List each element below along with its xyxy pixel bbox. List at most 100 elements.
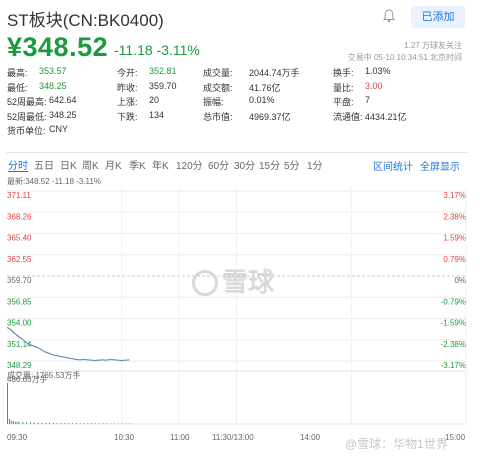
stat-item: 换手: 1.03% (333, 66, 391, 79)
stat-label: 52周最高: (7, 97, 47, 107)
stat-value: 134 (149, 109, 165, 120)
tab-period-12[interactable]: 1分 (307, 161, 323, 172)
x-tick-label: 10:30 (114, 433, 135, 442)
stat-value: 2044.74万手 (249, 68, 300, 78)
tab-intraday[interactable]: 分时 (8, 161, 28, 172)
stat-label: 昨收: (117, 82, 138, 93)
stat-value: 4434.21亿 (365, 111, 407, 122)
tab-fullscreen[interactable]: 全屏显示 (420, 157, 460, 175)
stat-label: 量比: (333, 82, 354, 93)
xueqiu-watermark: 雪球 (192, 262, 274, 299)
intraday-chart[interactable]: 371.11 3.17% 368.26 2.38% 365.40 1.59% 362.55 0… (0, 184, 480, 456)
stat-label: 下跌: (117, 111, 138, 122)
pct-tick-label: 3.17% (443, 191, 466, 200)
stat-label: 流通值: (333, 111, 363, 122)
price-tick-label: 368.26 (7, 212, 32, 221)
page-title: ST板块(CN:BK0400) (7, 11, 164, 30)
tab-period-11[interactable]: 5分 (284, 161, 300, 172)
followers-count: 1.27 万球友关注 (404, 41, 462, 50)
trade-status-time: 交易中 05-10 10:34:51 北京时间 (347, 53, 462, 62)
tab-period-2[interactable]: 日K (60, 161, 77, 172)
stat-value: 0.01% (249, 95, 275, 105)
x-tick-label: 14:00 (300, 433, 321, 442)
stat-value: 642.64 (49, 95, 77, 105)
pct-tick-label: -1.59% (441, 319, 466, 328)
add-watchlist-button[interactable]: 已添加 (411, 6, 465, 28)
price-tick-label: 354.00 (7, 319, 32, 328)
stat-label: 振幅: (203, 97, 224, 107)
stat-item: 上涨: 20 (117, 95, 159, 108)
current-price: ¥348.52 (7, 32, 109, 62)
price-tick-label: 362.55 (7, 255, 32, 264)
x-tick-label: 11:00 (170, 433, 190, 442)
stat-item: 量比: 3.00 (333, 81, 383, 94)
stat-value: 4969.37亿 (249, 111, 291, 122)
stat-item: 振幅: 0.01% (203, 95, 275, 108)
bottom-watermark: @雪球：华物1世界 (345, 437, 448, 451)
stat-value: 1.03% (365, 66, 391, 76)
stat-label: 成交额: (203, 82, 233, 93)
stat-value: 352.81 (149, 66, 177, 76)
stat-value: 20 (149, 95, 160, 105)
bell-icon[interactable] (383, 9, 395, 23)
stat-value: 353.57 (39, 66, 67, 76)
divider (6, 152, 468, 153)
fullscreen-link[interactable]: 全屏显示 (420, 162, 460, 173)
stat-item: 成交额: 41.76亿 (203, 81, 281, 94)
price-line (6, 326, 130, 362)
stat-label: 成交量: (203, 68, 233, 78)
price-tick-label: 359.70 (7, 276, 32, 285)
volume-axis-label: 486.63万手 (7, 374, 47, 384)
tab-range-stats[interactable]: 区间统计 (373, 157, 413, 175)
pct-tick-label: -2.38% (441, 340, 466, 349)
pct-tick-label: -3.17% (441, 361, 466, 370)
price-tick-label: 365.40 (7, 234, 32, 243)
pct-tick-label: 2.38% (443, 212, 466, 221)
tab-period-5[interactable]: 季K (129, 161, 146, 172)
price-change: -11.18 -3.11% (114, 42, 200, 58)
pct-tick-label: -0.79% (441, 297, 466, 306)
stat-value: 348.25 (39, 80, 67, 91)
tab-period-3[interactable]: 周K (82, 161, 99, 172)
stat-value: 3.00 (365, 80, 383, 91)
stat-value: CNY (49, 124, 69, 134)
pct-tick-label: 0% (454, 276, 466, 285)
stat-label: 最高: (7, 68, 28, 78)
tab-period-7[interactable]: 120分 (176, 161, 203, 172)
watermark-text: 雪球 (222, 267, 275, 297)
stat-item: 52周最低: 348.25 (7, 110, 77, 123)
active-tab-indicator (8, 171, 28, 172)
price-tick-label: 356.85 (7, 297, 32, 306)
tab-period-9[interactable]: 30分 (234, 161, 256, 172)
stat-item: 昨收: 359.70 (117, 81, 177, 94)
stat-label: 总市值: (203, 111, 233, 122)
x-tick-label: 09:30 (7, 433, 28, 442)
stat-value: 7 (365, 95, 371, 105)
stat-value: 359.70 (149, 80, 177, 91)
tab-period-4[interactable]: 月K (105, 161, 122, 172)
stat-item: 流通值: 4434.21亿 (333, 110, 407, 123)
stat-label: 平盘: (333, 97, 354, 107)
price-tick-label: 351.14 (7, 340, 32, 349)
range-stats-link[interactable]: 区间统计 (373, 162, 413, 173)
tab-period-8[interactable]: 60分 (208, 161, 230, 172)
price-tick-label: 348.29 (7, 361, 32, 370)
stat-item: 今开: 352.81 (117, 66, 177, 79)
stat-label: 换手: (333, 68, 354, 78)
stat-item: 平盘: 7 (333, 95, 370, 108)
stat-item: 货币单位: CNY (7, 124, 68, 137)
snowball-logo-icon (192, 270, 218, 296)
tab-period-6[interactable]: 年K (152, 161, 169, 172)
stat-label: 上涨: (117, 97, 138, 107)
pct-tick-label: 1.59% (443, 234, 466, 243)
stat-label: 最低: (7, 82, 28, 93)
stat-item: 下跌: 134 (117, 110, 164, 123)
stat-item: 52周最高: 642.64 (7, 95, 77, 108)
stat-value: 348.25 (49, 109, 77, 120)
stat-item: 总市值: 4969.37亿 (203, 110, 291, 123)
stat-value: 41.76亿 (249, 82, 281, 93)
tab-period-1[interactable]: 五日 (34, 161, 54, 172)
stat-item: 最低: 348.25 (7, 81, 67, 94)
tab-period-10[interactable]: 15分 (259, 161, 281, 172)
intraday-latest: 最新:348.52 -11.18 -3.11% (7, 177, 101, 186)
